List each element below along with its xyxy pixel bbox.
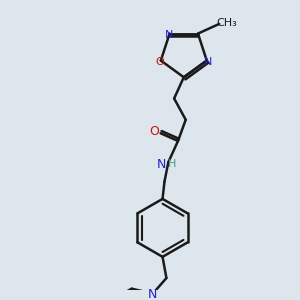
Text: CH₃: CH₃ (217, 18, 237, 28)
Text: N: N (148, 288, 158, 300)
Text: N: N (203, 56, 212, 67)
Text: O: O (149, 125, 159, 138)
Text: O: O (155, 56, 164, 67)
Text: N: N (157, 158, 166, 171)
Text: H: H (168, 159, 176, 169)
Text: N: N (164, 29, 173, 40)
